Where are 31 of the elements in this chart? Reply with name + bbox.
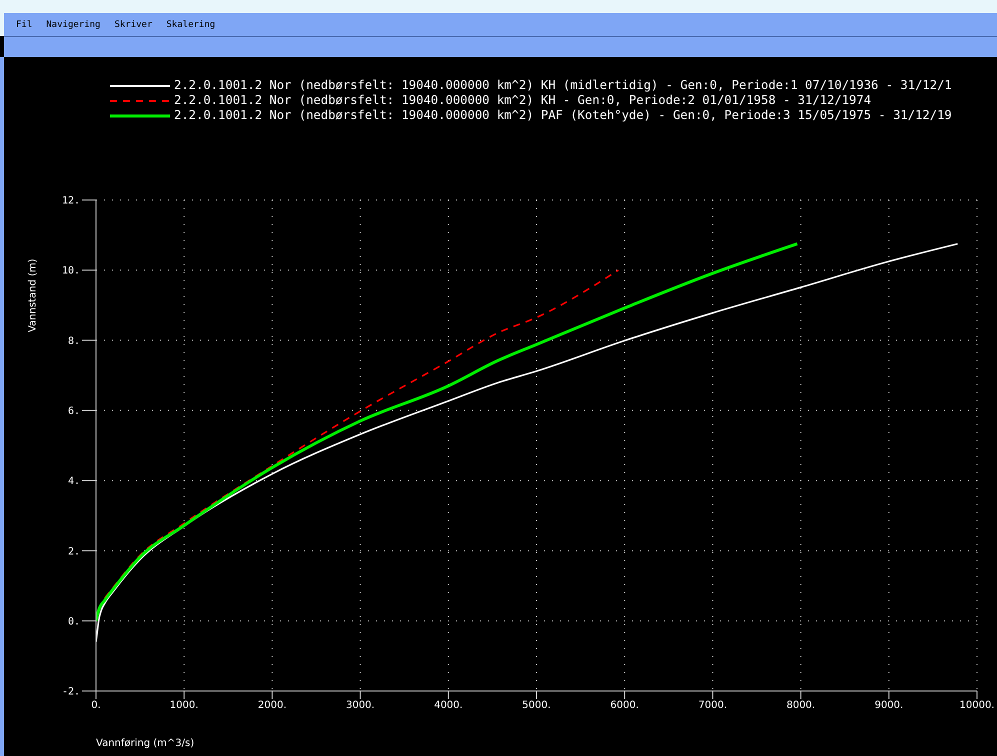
y-tick-label: -2. xyxy=(62,686,80,698)
x-tick-label: 3000. xyxy=(346,700,375,712)
legend-label: 2.2.0.1001.2 Nor (nedbørsfelt: 19040.000000 km^2) KH (midlertidig) - Gen:0, Periode:1 07/10/1936 - 31/12/1 xyxy=(174,78,952,93)
y-tick-label: 0. xyxy=(68,616,80,628)
legend-label: 2.2.0.1001.2 Nor (nedbørsfelt: 19040.000000 km^2) PAF (Koteh°yde) - Gen:0, Periode:3 15/05/1975 - 31/12/19 xyxy=(174,108,952,123)
x-tick-label: 6000. xyxy=(610,700,639,712)
y-axis-title: Vannstand (m) xyxy=(28,258,39,332)
y-tick-label: 2. xyxy=(68,546,80,558)
x-tick-label: 9000. xyxy=(874,700,904,712)
x-tick-label: 8000. xyxy=(786,700,816,712)
x-tick-label: 4000. xyxy=(434,700,463,712)
y-tick-label: 6. xyxy=(68,406,80,417)
text: Fil xyxy=(16,20,32,30)
x-tick-label: 7000. xyxy=(698,700,728,712)
x-tick-label: 1000. xyxy=(170,700,198,712)
x-tick-label: 5000. xyxy=(522,700,551,712)
legend-label: 2.2.0.1001.2 Nor (nedbørsfelt: 19040.000000 km^2) KH - Gen:0, Periode:2 01/01/1958 - 31/12/1974 xyxy=(174,93,872,108)
y-tick-label: 4. xyxy=(68,476,80,488)
y-tick-label: 12. xyxy=(62,196,80,207)
text: Navigering xyxy=(46,20,100,30)
x-axis-title: Vannføring (m^3/s) xyxy=(96,738,194,749)
line-series xyxy=(96,243,958,643)
x-tick-label: 0. xyxy=(91,700,101,712)
x-tick-label: 2000. xyxy=(258,700,287,712)
line-series xyxy=(104,269,620,599)
text: Skalering xyxy=(166,20,216,30)
y-tick-label: 10. xyxy=(62,266,80,277)
text: Skriver xyxy=(114,20,152,30)
line-series xyxy=(96,242,799,622)
y-tick-label: 8. xyxy=(68,336,80,347)
x-tick-label: 10000. xyxy=(960,700,994,712)
